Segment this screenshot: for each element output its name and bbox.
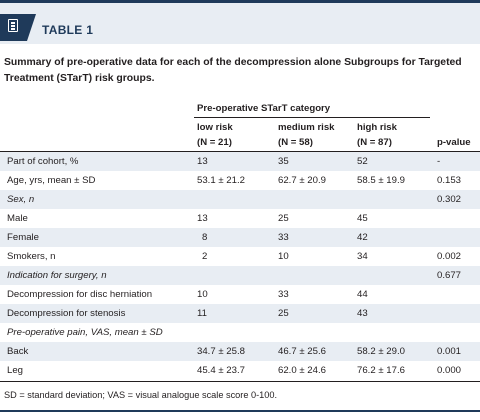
cell-p-value: 0.677 bbox=[437, 270, 462, 281]
column-header-low-risk: low risk bbox=[197, 122, 233, 133]
cell-low-risk: 2 bbox=[202, 251, 208, 262]
cell-medium-risk: 33 bbox=[278, 289, 289, 300]
row-label: Pre-operative pain, VAS, mean ± SD bbox=[7, 327, 163, 338]
table-row: Male 13 25 45 bbox=[0, 209, 480, 228]
row-label: Decompression for stenosis bbox=[7, 308, 126, 319]
cell-low-risk: 10 bbox=[197, 289, 208, 300]
cell-medium-risk: 33 bbox=[278, 232, 289, 243]
table-row: Sex, n 0.302 bbox=[0, 190, 480, 209]
table-header-bar: TABLE 1 bbox=[0, 3, 480, 44]
header-bottom-rule bbox=[0, 151, 480, 152]
column-header-medium-risk: medium risk bbox=[278, 122, 335, 133]
cell-high-risk: 76.2 ± 17.6 bbox=[357, 365, 405, 376]
cell-medium-risk: 46.7 ± 25.6 bbox=[278, 346, 326, 357]
cell-medium-risk: 35 bbox=[278, 156, 289, 167]
bottom-rule bbox=[0, 410, 480, 412]
table-row: Age, yrs, mean ± SD 53.1 ± 21.2 62.7 ± 2… bbox=[0, 171, 480, 190]
column-header-p-value: p-value bbox=[437, 137, 471, 148]
group-header-rule bbox=[194, 117, 430, 118]
table-row: Smokers, n 2 10 34 0.002 bbox=[0, 247, 480, 266]
table-row: Indication for surgery, n 0.677 bbox=[0, 266, 480, 285]
cell-p-value: 0.302 bbox=[437, 194, 462, 205]
cell-high-risk: 52 bbox=[357, 156, 368, 167]
table-row: Decompression for disc herniation 10 33 … bbox=[0, 285, 480, 304]
cell-p-value: 0.000 bbox=[437, 365, 462, 376]
cell-p-value: - bbox=[437, 156, 441, 167]
table-row: Female 8 33 42 bbox=[0, 228, 480, 247]
cell-low-risk: 53.1 ± 21.2 bbox=[197, 175, 245, 186]
cell-high-risk: 58.5 ± 19.9 bbox=[357, 175, 405, 186]
row-label: Part of cohort, % bbox=[7, 156, 79, 167]
cell-low-risk: 8 bbox=[202, 232, 208, 243]
column-sub-high-risk: (N = 87) bbox=[357, 137, 392, 148]
row-label: Leg bbox=[7, 365, 24, 376]
table-row: Leg 45.4 ± 23.7 62.0 ± 24.6 76.2 ± 17.6 … bbox=[0, 361, 480, 380]
table-row: Part of cohort, % 13 35 52 - bbox=[0, 152, 480, 171]
cell-medium-risk: 25 bbox=[278, 308, 289, 319]
row-label: Decompression for disc herniation bbox=[7, 289, 153, 300]
cell-low-risk: 13 bbox=[197, 213, 208, 224]
cell-low-risk: 45.4 ± 23.7 bbox=[197, 365, 245, 376]
cell-high-risk: 44 bbox=[357, 289, 368, 300]
row-label: Sex, n bbox=[7, 194, 35, 205]
cell-low-risk: 11 bbox=[197, 308, 207, 319]
cell-high-risk: 43 bbox=[357, 308, 368, 319]
table-caption: Summary of pre-operative data for each o… bbox=[4, 57, 462, 84]
top-rule bbox=[0, 0, 480, 3]
cell-p-value: 0.001 bbox=[437, 346, 462, 357]
cell-p-value: 0.002 bbox=[437, 251, 462, 262]
icon-notch bbox=[27, 14, 36, 41]
table-footnote: SD = standard deviation; VAS = visual an… bbox=[4, 390, 278, 400]
column-sub-medium-risk: (N = 58) bbox=[278, 137, 313, 148]
table-row: Pre-operative pain, VAS, mean ± SD bbox=[0, 323, 480, 342]
row-label: Female bbox=[7, 232, 39, 243]
cell-medium-risk: 10 bbox=[278, 251, 289, 262]
row-label: Age, yrs, mean ± SD bbox=[7, 175, 96, 186]
cell-high-risk: 45 bbox=[357, 213, 368, 224]
cell-medium-risk: 62.7 ± 20.9 bbox=[278, 175, 326, 186]
row-label: Indication for surgery, n bbox=[7, 270, 107, 281]
cell-p-value: 0.153 bbox=[437, 175, 462, 186]
cell-high-risk: 58.2 ± 29.0 bbox=[357, 346, 405, 357]
table-row: Decompression for stenosis 11 25 43 bbox=[0, 304, 480, 323]
column-sub-low-risk: (N = 21) bbox=[197, 137, 232, 148]
cell-low-risk: 13 bbox=[197, 156, 208, 167]
row-label: Back bbox=[7, 346, 29, 357]
table-bottom-rule bbox=[0, 381, 480, 382]
cell-medium-risk: 62.0 ± 24.6 bbox=[278, 365, 326, 376]
group-header: Pre-operative STarT category bbox=[197, 103, 331, 114]
cell-low-risk: 34.7 ± 25.8 bbox=[197, 346, 245, 357]
document-list-icon bbox=[0, 14, 27, 41]
column-header-high-risk: high risk bbox=[357, 122, 397, 133]
cell-high-risk: 42 bbox=[357, 232, 368, 243]
row-label: Male bbox=[7, 213, 28, 224]
table-row: Back 34.7 ± 25.8 46.7 ± 25.6 58.2 ± 29.0… bbox=[0, 342, 480, 361]
table-label: TABLE 1 bbox=[42, 23, 94, 37]
cell-high-risk: 34 bbox=[357, 251, 368, 262]
cell-medium-risk: 25 bbox=[278, 213, 289, 224]
row-label: Smokers, n bbox=[7, 251, 56, 262]
